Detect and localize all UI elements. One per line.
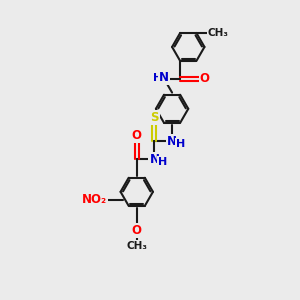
- Text: H: H: [158, 157, 167, 167]
- Text: CH₃: CH₃: [126, 241, 147, 251]
- Text: N: N: [167, 135, 177, 148]
- Text: N: N: [159, 71, 169, 84]
- Text: H: H: [153, 73, 162, 83]
- Text: H: H: [176, 139, 185, 148]
- Text: O: O: [200, 72, 210, 85]
- Text: N: N: [149, 153, 159, 166]
- Text: NO₂: NO₂: [82, 194, 107, 206]
- Text: CH₃: CH₃: [207, 28, 228, 38]
- Text: O: O: [132, 224, 142, 237]
- Text: O: O: [132, 129, 142, 142]
- Text: S: S: [150, 111, 159, 124]
